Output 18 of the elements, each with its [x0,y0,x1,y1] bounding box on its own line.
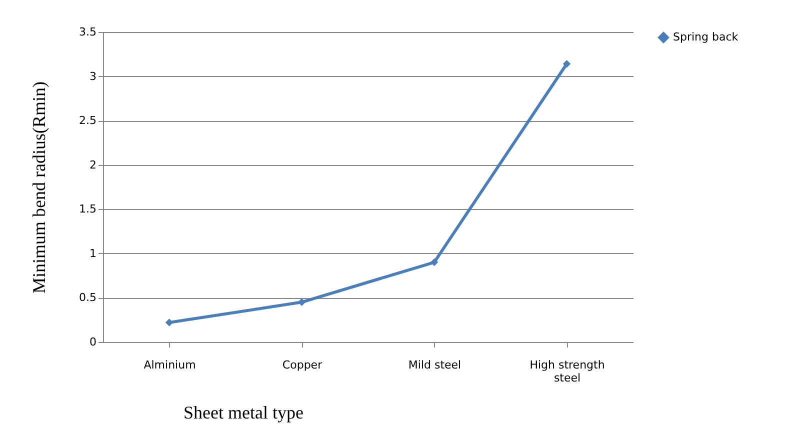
x-tick-label: Alminium [144,358,196,372]
y-tick-label: 3 [90,70,96,83]
y-tick-label: 0 [90,336,96,348]
x-tick-label: Mild steel [408,358,462,372]
x-axis-title: Sheet metal type [184,402,304,422]
y-tick-label: 3.5 [79,26,96,38]
y-tick-label: 2.5 [79,114,96,128]
y-tick-label: 1 [90,246,96,260]
x-tick-label: Copper [282,358,323,372]
y-tick-label: 1.5 [79,202,96,216]
point [430,258,438,266]
point [298,298,306,306]
y-tick-label: 2 [90,158,96,172]
y-axis-title: Minimum bend radius(Rmin) [29,82,50,294]
x-tick-label: High strength steel [530,358,605,384]
point [562,60,571,68]
legend-label: Spring back [673,30,739,44]
y-tick-label: 0.5 [79,291,96,304]
